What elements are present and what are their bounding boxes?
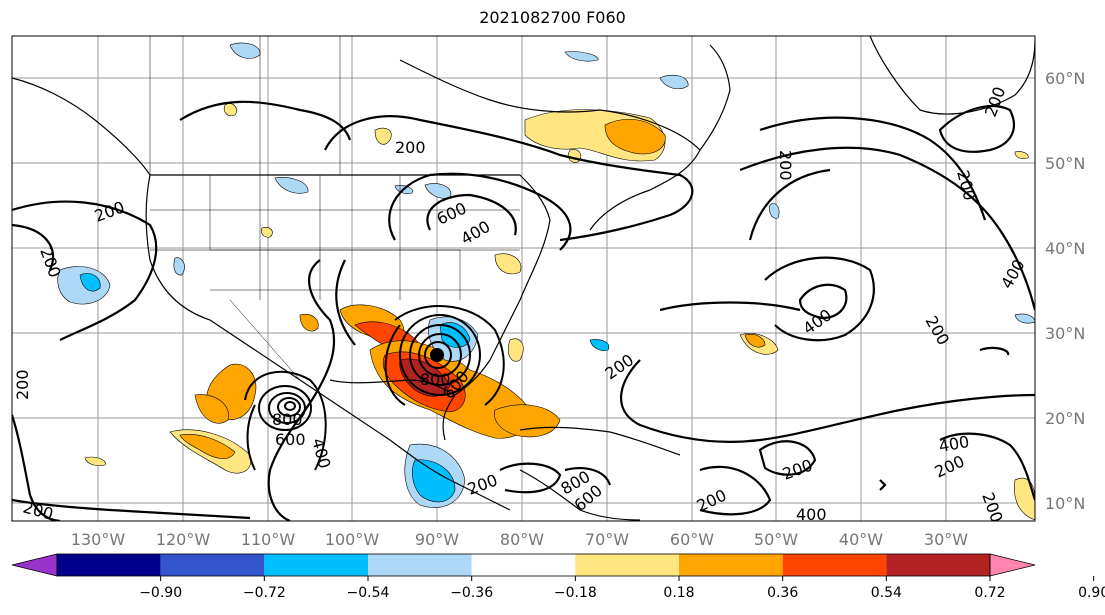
map-frame	[11, 35, 1036, 522]
colorbar-segment	[575, 554, 679, 576]
contour-label: 400	[796, 505, 827, 524]
lat-label: 40°N	[1045, 239, 1085, 258]
political-borders	[149, 36, 520, 381]
colorbar-tick-label: 0.36	[767, 585, 798, 601]
contour-label: 200	[21, 498, 55, 524]
lon-label: 110°W	[241, 530, 296, 549]
lon-label: 100°W	[325, 530, 380, 549]
contour-label: 800	[272, 410, 303, 429]
contour-label: 200	[13, 369, 32, 400]
colorbar-segment	[471, 554, 576, 576]
colorbar-extend-high	[989, 553, 1036, 577]
colorbar: −0.90 −0.72 −0.54 −0.36 −0.18 0.18 0.36 0.54 0.7…	[11, 553, 1105, 601]
lat-label: 60°N	[1045, 69, 1085, 88]
colorbar-segment	[679, 554, 783, 576]
colorbar-tick-label: 0.72	[974, 585, 1005, 601]
longitude-labels: 130°W 120°W 110°W 100°W 90°W 80°W 70°W 6…	[71, 530, 968, 549]
colorbar-segment	[57, 554, 161, 576]
lat-label: 20°N	[1045, 409, 1085, 428]
cyclone-rings-pacific	[244, 370, 327, 471]
lon-label: 90°W	[415, 530, 459, 549]
lat-label: 10°N	[1045, 494, 1085, 513]
contour-label: 200	[395, 138, 426, 157]
latitude-labels: 60°N 50°N 40°N 30°N 20°N 10°N	[1045, 69, 1085, 513]
colorbar-tick-label: −0.72	[243, 585, 286, 601]
lat-label: 30°N	[1045, 324, 1085, 343]
coastlines	[12, 36, 1035, 521]
lon-label: 120°W	[156, 530, 211, 549]
colorbar-tick-label: 0.54	[871, 585, 902, 601]
colorbar-tick-label: −0.54	[347, 585, 390, 601]
colorbar-tick-label: 0.18	[663, 585, 694, 601]
lon-label: 70°W	[585, 530, 629, 549]
lon-label: 130°W	[71, 530, 126, 549]
cyclone-rings-gulf	[384, 305, 505, 406]
contour-label: 200	[776, 150, 795, 181]
colorbar-segment	[782, 554, 887, 576]
lon-label: 80°W	[500, 530, 544, 549]
contour-label: 800	[420, 370, 451, 389]
lon-label: 60°W	[670, 530, 714, 549]
colorbar-tick-label: −0.36	[450, 585, 493, 601]
colorbar-segment	[160, 554, 265, 576]
lon-label: 50°W	[754, 530, 798, 549]
lon-label: 40°W	[839, 530, 883, 549]
contour-label: 600	[275, 430, 306, 449]
lon-label: 30°W	[924, 530, 968, 549]
colorbar-tick-label: −0.18	[554, 585, 597, 601]
lat-label: 50°N	[1045, 154, 1085, 173]
map-title: 2021082700 F060	[479, 8, 626, 27]
colorbar-extend-low	[11, 553, 58, 577]
colorbar-segment	[368, 554, 472, 576]
height-contours	[12, 100, 1035, 521]
colorbar-outline	[56, 553, 991, 577]
colorbar-segment	[264, 554, 368, 576]
colorbar-segment	[886, 554, 990, 576]
colorbar-tick-label: 0.90	[1078, 585, 1105, 601]
colorbar-tick-label: −0.90	[139, 585, 182, 601]
